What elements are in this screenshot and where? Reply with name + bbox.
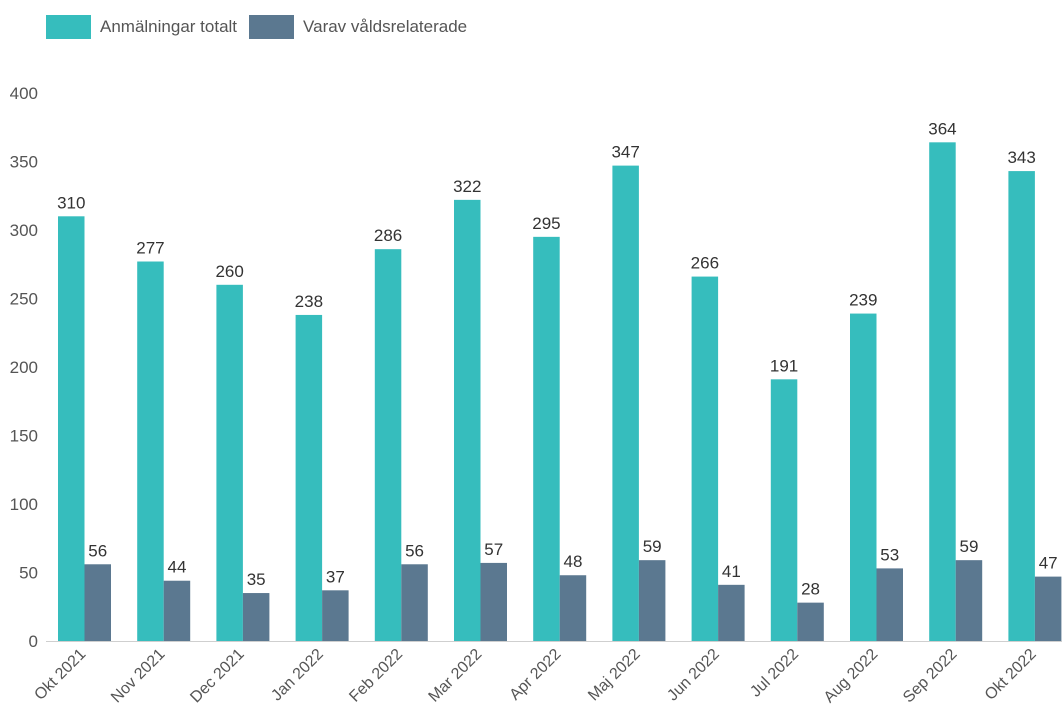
x-tick-label: Okt 2021 [31,646,89,704]
data-label: 44 [167,558,186,577]
legend-swatch-total [46,15,91,39]
bar-total [929,142,956,641]
bar-violence [1034,576,1062,641]
data-label: 343 [1007,148,1035,167]
x-tick-label: Feb 2022 [346,646,406,706]
y-tick-label: 300 [10,221,38,240]
data-label: 191 [770,356,798,375]
data-label: 364 [928,119,956,138]
bar-total [770,379,798,641]
x-tick-label: Aug 2022 [821,646,882,707]
legend-swatch-violence [249,15,295,39]
bar-total [137,261,164,641]
legend-label-violence: Varav våldsrelaterade [303,17,468,36]
y-tick-label: 400 [10,84,38,103]
x-tick-label: Jan 2022 [268,646,327,705]
x-tick-label: Okt 2022 [982,646,1040,704]
bar-violence [955,560,983,641]
y-tick-label: 50 [19,564,38,583]
data-label: 28 [801,580,820,599]
data-label: 310 [57,193,85,212]
y-tick-label: 200 [10,358,38,377]
bar-total [691,276,719,641]
bar-violence [322,590,349,641]
y-tick-label: 350 [10,153,38,172]
bar-violence [163,580,191,641]
bar-total [58,216,85,642]
legend-label-total: Anmälningar totalt [100,17,238,36]
bar-total [850,313,877,641]
data-label: 260 [215,262,243,281]
bar-violence [797,602,824,641]
data-label: 48 [563,552,582,571]
bar-violence [876,568,903,641]
bar-violence [480,562,507,641]
y-tick-label: 150 [10,427,38,446]
bar-violence [401,564,428,641]
y-tick-label: 250 [10,290,38,309]
data-label: 41 [722,562,741,581]
bar-total [374,249,402,641]
x-tick-label: Mar 2022 [426,646,486,706]
bar-violence [638,560,666,641]
bar-total [295,314,323,641]
data-label: 238 [295,292,323,311]
data-label: 239 [849,291,877,310]
legend: Anmälningar totalt Varav våldsrelaterade [46,15,479,39]
data-label: 35 [247,570,266,589]
y-tick-label: 100 [10,495,38,514]
bar-total [612,165,639,642]
data-label: 53 [880,545,899,564]
data-label: 37 [326,567,345,586]
data-label: 347 [611,143,639,162]
bar-violence [242,593,270,641]
x-tick-label: Jul 2022 [747,646,802,701]
data-label: 322 [453,177,481,196]
data-label: 59 [959,537,978,556]
x-tick-label: Dec 2021 [187,646,248,707]
x-tick-label: Jun 2022 [664,646,723,705]
data-label: 59 [643,537,662,556]
legend-item-total[interactable]: Anmälningar totalt [46,15,237,39]
bar-violence [559,575,587,641]
bar-total [454,199,481,642]
bar-total [1008,171,1035,641]
x-tick-label: Nov 2021 [108,646,169,707]
y-tick-label: 0 [29,632,38,651]
x-tick-label: Sep 2022 [900,646,961,707]
data-label: 286 [374,226,402,245]
data-label: 56 [88,541,107,560]
bar-violence [84,564,111,641]
data-label: 266 [691,254,719,273]
bar-total [533,236,560,641]
legend-item-violence[interactable]: Varav våldsrelaterade [249,15,467,39]
x-tick-label: Maj 2022 [585,646,644,705]
data-label: 295 [532,214,560,233]
data-label: 57 [484,540,503,559]
data-label: 56 [405,541,424,560]
bar-total [216,284,243,641]
data-label: 277 [136,239,164,258]
x-tick-label: Apr 2022 [507,646,565,704]
data-label: 47 [1039,554,1058,573]
bar-violence [718,584,745,641]
